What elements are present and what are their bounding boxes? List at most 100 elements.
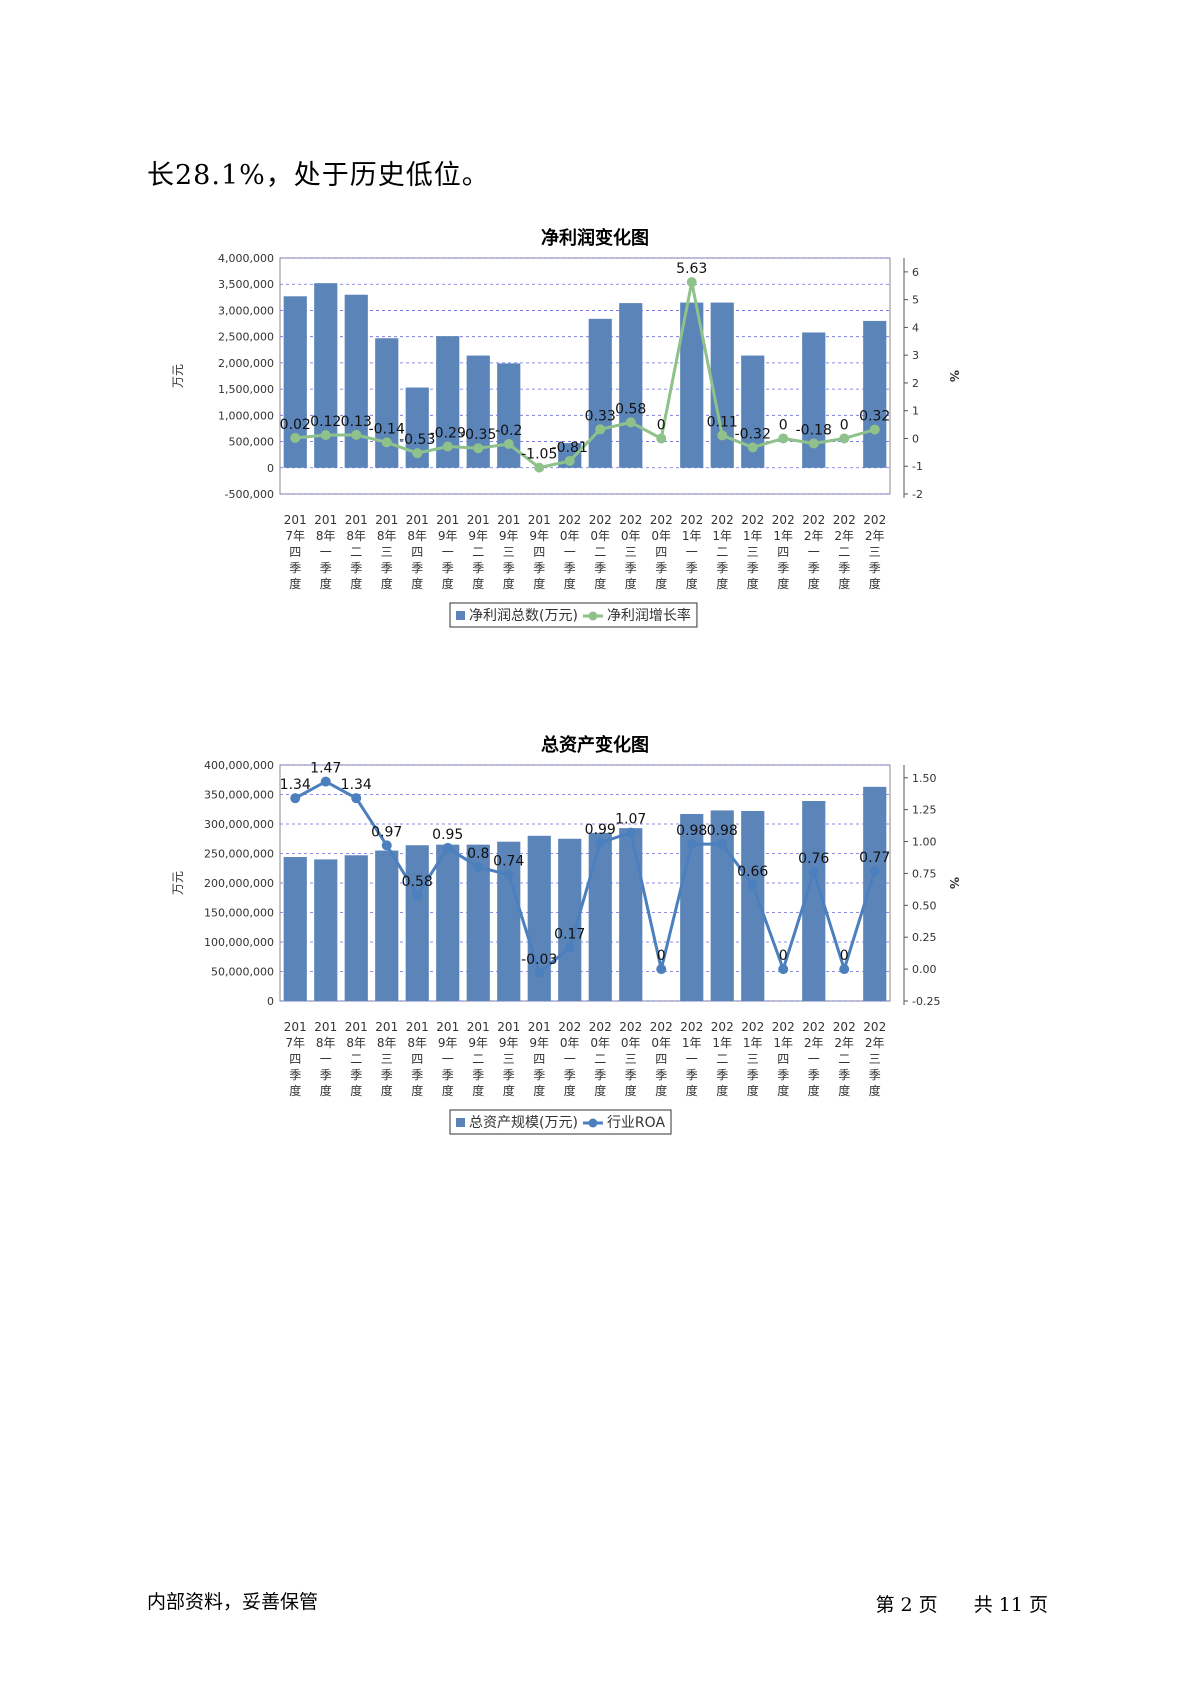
bar	[680, 813, 704, 1001]
x-tick-label: 0年	[621, 1036, 641, 1050]
line-point	[290, 793, 301, 804]
x-tick-label: 一	[442, 545, 454, 559]
x-tick-label: 度	[289, 576, 301, 591]
x-tick-label: 201	[284, 1020, 307, 1034]
y-left-tick-label: 250,000,000	[204, 848, 274, 861]
x-tick-label: 1年	[743, 1036, 763, 1050]
plot-frame	[279, 257, 891, 495]
x-tick-label: 202	[802, 513, 825, 527]
line-point	[503, 439, 514, 450]
x-tick-label: 一	[808, 1052, 820, 1066]
footer-confidential-note: 内部资料，妥善保管	[147, 1591, 319, 1613]
x-tick-label: 季	[655, 1068, 667, 1082]
x-tick-label: 季	[350, 561, 362, 575]
line-point	[656, 433, 667, 444]
x-tick-label: 201	[406, 1020, 429, 1034]
x-tick-label: 0年	[651, 1036, 671, 1050]
x-tick-label: 度	[869, 576, 881, 591]
data-label: -0.81	[552, 440, 588, 456]
x-tick-label: 季	[838, 1068, 850, 1082]
x-tick-label: 四	[289, 1052, 301, 1066]
x-tick-label: 四	[533, 1052, 545, 1066]
x-tick-label: 201	[528, 1020, 551, 1034]
y-right-axis-title: %	[947, 370, 961, 382]
x-tick-label: 四	[777, 545, 789, 559]
x-tick-label: 度	[503, 1083, 515, 1098]
x-tick-label: 季	[808, 561, 820, 575]
line-point	[778, 964, 789, 975]
x-tick-label: 度	[411, 576, 423, 591]
x-tick-label: 季	[686, 561, 698, 575]
x-tick-label: 度	[808, 576, 820, 591]
bar	[375, 850, 399, 1001]
x-tick-label: 四	[777, 1052, 789, 1066]
line-point	[686, 277, 697, 288]
x-tick-label: 度	[747, 576, 759, 591]
data-label: 1.34	[280, 777, 311, 793]
x-tick-label: 季	[411, 1068, 423, 1082]
x-tick-label: 201	[314, 1020, 337, 1034]
x-tick-label: 202	[589, 1020, 612, 1034]
line-point	[351, 429, 362, 440]
x-tick-label: 8年	[377, 1036, 397, 1050]
y-right-tick-label: 4	[912, 321, 919, 334]
x-tick-label: 二	[350, 1052, 362, 1066]
line-point	[747, 442, 758, 453]
line-point	[412, 448, 423, 459]
x-tick-label: 201	[375, 513, 398, 527]
page-unit: 页	[918, 1594, 938, 1616]
x-tick-label: 度	[533, 576, 545, 591]
x-tick-label: 1年	[682, 529, 702, 543]
line-point	[351, 793, 362, 804]
data-label: 0.32	[859, 409, 890, 425]
data-label: 0.13	[341, 414, 372, 430]
x-tick-label: 一	[808, 545, 820, 559]
line-point	[625, 417, 636, 428]
x-tick-label: 二	[838, 545, 850, 559]
bar	[527, 835, 551, 1001]
x-tick-label: 季	[503, 1068, 515, 1082]
x-tick-label: 201	[497, 1020, 520, 1034]
line-point	[381, 840, 392, 851]
x-tick-label: 二	[350, 545, 362, 559]
data-label: 0.17	[554, 926, 585, 942]
x-tick-label: 二	[716, 1052, 728, 1066]
line-point	[412, 890, 423, 901]
data-label: 0.98	[707, 823, 738, 839]
data-label: 0.11	[707, 414, 738, 430]
x-tick-label: 8年	[407, 1036, 427, 1050]
legend-line-label: 行业ROA	[607, 1115, 666, 1131]
x-tick-label: 一	[686, 1052, 698, 1066]
bar	[466, 355, 490, 468]
x-tick-label: 度	[350, 1083, 362, 1098]
x-tick-label: 度	[625, 576, 637, 591]
bar	[375, 338, 399, 468]
x-tick-label: 0年	[560, 529, 580, 543]
line-point	[320, 430, 331, 441]
line-point	[595, 837, 606, 848]
x-tick-label: 度	[655, 576, 667, 591]
x-tick-label: 季	[381, 1068, 393, 1082]
data-label: 0	[779, 948, 788, 964]
data-label: 5.63	[676, 261, 707, 277]
y-left-tick-label: 50,000,000	[211, 966, 274, 979]
y-right-tick-label: -1	[912, 460, 923, 473]
x-tick-label: 8年	[316, 1036, 336, 1050]
x-tick-label: 度	[533, 1083, 545, 1098]
line-point	[473, 862, 484, 873]
y-left-tick-label: 0	[267, 995, 274, 1008]
x-tick-label: 0年	[590, 529, 610, 543]
data-label: 0.97	[371, 824, 402, 840]
x-tick-label: 201	[375, 1020, 398, 1034]
x-tick-label: 季	[411, 561, 423, 575]
bar	[344, 855, 368, 1001]
line-point	[747, 879, 758, 890]
x-tick-label: 202	[772, 1020, 795, 1034]
x-tick-label: 度	[503, 576, 515, 591]
y-right-tick-label: 1.00	[912, 836, 937, 849]
x-tick-label: 一	[320, 545, 332, 559]
data-label: 0.66	[737, 864, 768, 880]
bar	[466, 844, 490, 1001]
x-tick-label: 2年	[865, 529, 885, 543]
x-tick-label: 8年	[407, 529, 427, 543]
